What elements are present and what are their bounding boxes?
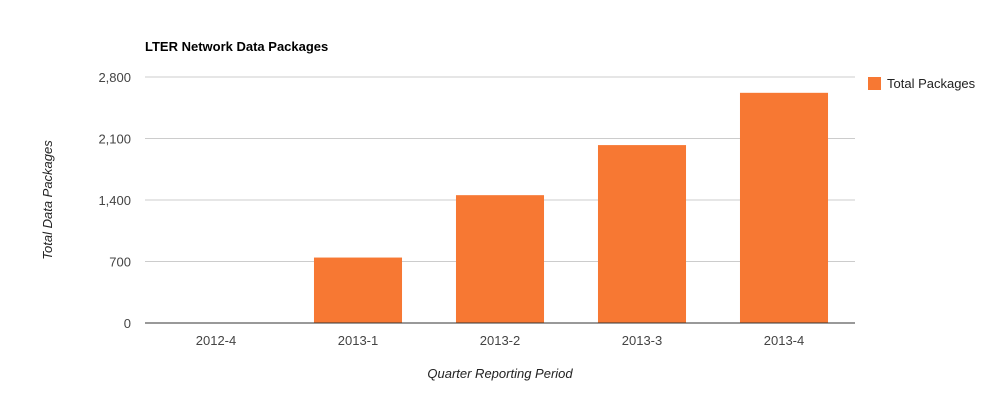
x-tick-label: 2013-4 (764, 333, 804, 348)
x-tick-labels: 2012-4 2013-1 2013-2 2013-3 2013-4 (196, 333, 804, 348)
bar-2013-3[interactable] (597, 145, 687, 323)
x-tick-label: 2013-3 (622, 333, 662, 348)
x-tick-label: 2013-1 (338, 333, 378, 348)
y-axis-label: Total Data Packages (40, 140, 55, 260)
bar-2013-2[interactable] (455, 195, 545, 323)
bar-2013-1[interactable] (313, 257, 403, 323)
legend-swatch-total-packages (868, 77, 881, 90)
y-tick-label: 1,400 (98, 193, 131, 208)
y-tick-labels: 0 700 1,400 2,100 2,800 (98, 70, 131, 331)
x-tick-label: 2013-2 (480, 333, 520, 348)
chart-title: LTER Network Data Packages (145, 39, 328, 54)
legend: Total Packages (868, 76, 976, 91)
y-tick-label: 700 (109, 255, 131, 270)
x-tick-label: 2012-4 (196, 333, 236, 348)
y-tick-label: 2,800 (98, 70, 131, 85)
y-tick-label: 0 (124, 316, 131, 331)
bars (313, 92, 829, 323)
y-tick-label: 2,100 (98, 132, 131, 147)
x-axis-label: Quarter Reporting Period (427, 366, 573, 381)
legend-label-total-packages: Total Packages (887, 76, 976, 91)
bar-2013-4[interactable] (739, 92, 829, 323)
